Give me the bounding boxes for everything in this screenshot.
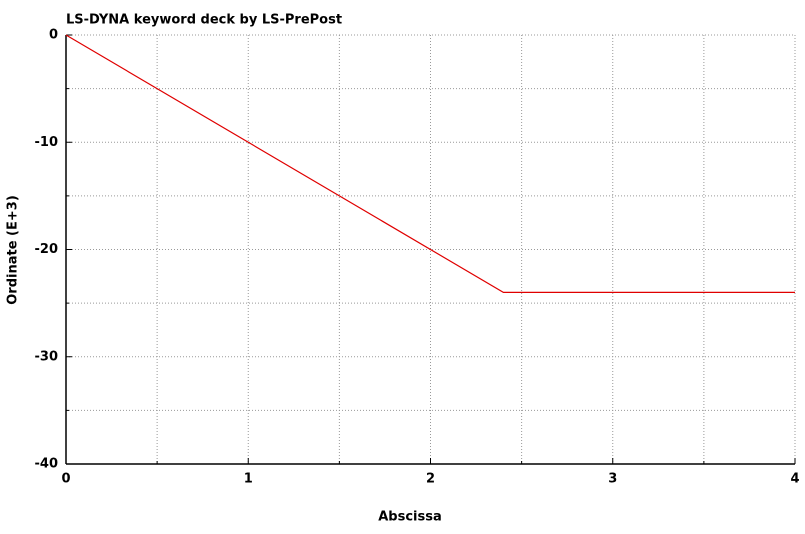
x-tick-label: 3: [608, 472, 617, 487]
x-tick-label: 0: [61, 472, 70, 487]
y-tick-label: -30: [35, 349, 59, 364]
chart-title: LS-DYNA keyword deck by LS-PrePost: [66, 13, 342, 28]
x-tick-label: 2: [426, 472, 435, 487]
y-tick-label: 0: [49, 28, 58, 43]
y-tick-label: -20: [35, 242, 59, 257]
y-tick-label: -40: [35, 457, 59, 472]
data-line: [65, 34, 795, 293]
x-tick-label: 1: [244, 472, 253, 487]
y-tick-label: -10: [35, 135, 59, 150]
x-tick-label: 4: [790, 472, 799, 487]
x-axis-label: Abscissa: [378, 510, 442, 525]
y-axis-label: Ordinate (E+3): [6, 195, 21, 305]
